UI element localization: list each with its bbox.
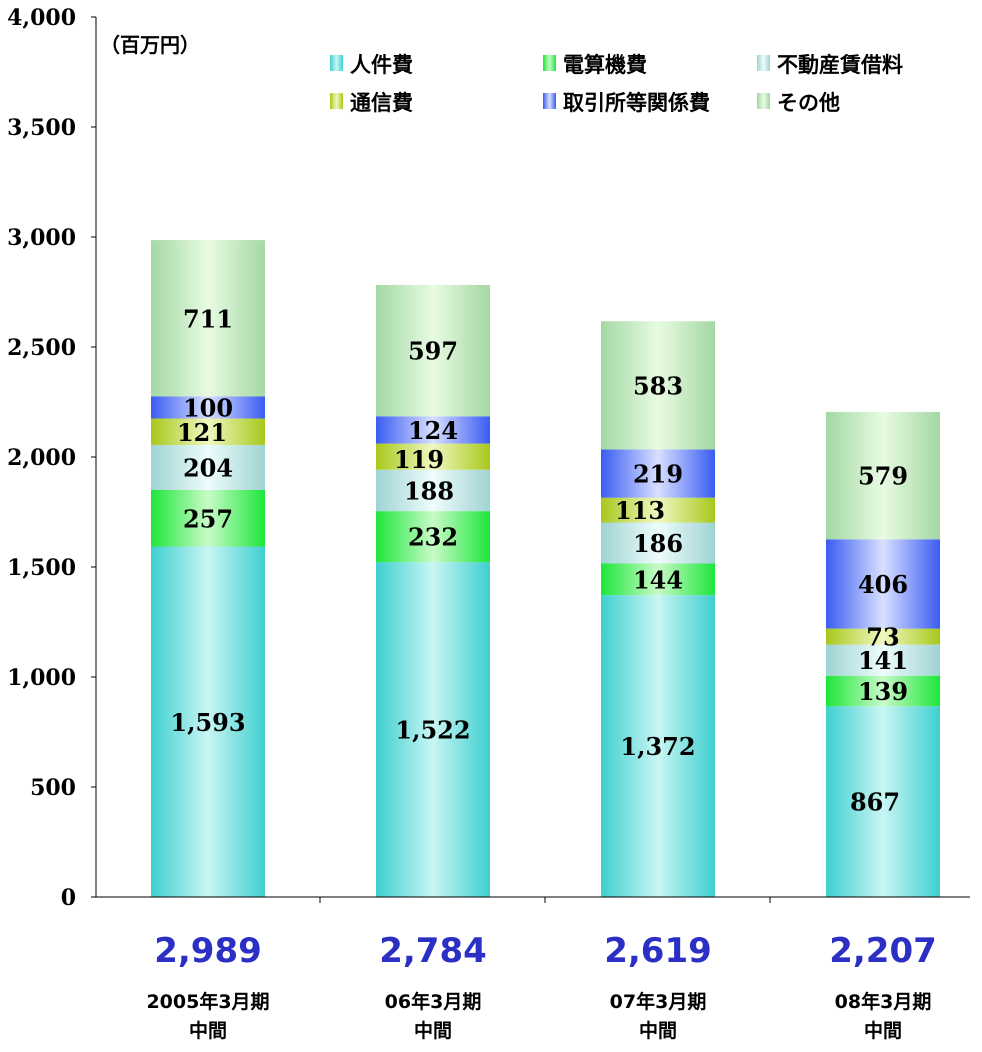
legend-swatch <box>757 55 770 71</box>
bar-segment <box>151 418 265 446</box>
bar-segment <box>826 675 940 707</box>
y-tick-label: 2,500 <box>7 335 76 361</box>
y-tick-label: 0 <box>61 885 76 911</box>
data-label: 139 <box>858 677 908 706</box>
bar-segment <box>376 469 490 512</box>
legend-swatch <box>543 55 556 71</box>
data-label: 119 <box>394 445 444 474</box>
legend-label: 通信費 <box>350 91 413 115</box>
bar-segment <box>601 321 715 450</box>
bar-segment <box>601 449 715 498</box>
bar-segment <box>151 445 265 490</box>
category-label: 中間 <box>189 1019 227 1042</box>
bars-layer <box>151 240 940 897</box>
bar-segment <box>151 396 265 419</box>
y-tick-label: 2,000 <box>7 445 76 471</box>
bar-segment <box>376 511 490 563</box>
data-label: 113 <box>615 496 665 525</box>
bar-segment <box>601 595 715 897</box>
data-label: 124 <box>408 416 458 445</box>
category-label: 中間 <box>639 1019 677 1042</box>
total-label: 2,989 <box>154 931 262 971</box>
data-label: 597 <box>408 337 458 366</box>
bar-segment <box>826 411 940 540</box>
bar-segment <box>826 539 940 629</box>
data-label: 100 <box>183 394 233 423</box>
legend-label: 人件費 <box>350 53 413 77</box>
legend-swatch <box>543 93 556 109</box>
category-label: 中間 <box>414 1019 452 1042</box>
data-label: 204 <box>183 454 233 483</box>
data-label: 257 <box>183 504 233 533</box>
data-label: 1,372 <box>620 732 695 761</box>
labels-layer: 1,5932572041211007112,9892005年3月期中間1,522… <box>146 304 936 1042</box>
y-tick-label: 1,000 <box>7 665 76 691</box>
bar-segment <box>151 240 265 397</box>
data-label: 579 <box>858 462 908 491</box>
bar-segment <box>376 416 490 444</box>
bar-segment <box>826 628 940 645</box>
bar-segment <box>826 706 940 897</box>
data-label: 232 <box>408 523 458 552</box>
y-tick-label: 500 <box>30 775 76 801</box>
bar-segment <box>601 497 715 523</box>
bar-segment <box>151 546 265 897</box>
bar-segment <box>376 443 490 470</box>
data-label: 1,522 <box>395 716 470 745</box>
data-label: 144 <box>633 565 683 594</box>
data-label: 583 <box>633 371 683 400</box>
data-label: 121 <box>177 418 227 447</box>
legend-swatch <box>330 55 343 71</box>
category-label: 07年3月期 <box>610 990 707 1013</box>
data-label: 188 <box>404 476 454 505</box>
total-label: 2,207 <box>829 931 937 971</box>
data-label: 711 <box>183 304 233 333</box>
category-label: 08年3月期 <box>835 990 932 1013</box>
legend-swatch <box>757 93 770 109</box>
legend-label: 電算機費 <box>563 53 647 77</box>
total-label: 2,784 <box>379 931 487 971</box>
category-label: 2005年3月期 <box>146 990 269 1013</box>
bar-segment <box>601 563 715 596</box>
data-label: 867 <box>850 788 900 817</box>
y-tick-label: 3,000 <box>7 225 76 251</box>
y-tick-label: 1,500 <box>7 555 76 581</box>
y-tick-label: 4,000 <box>7 5 76 31</box>
legend-label: その他 <box>777 91 840 115</box>
bar-segment <box>376 284 490 417</box>
bar-segment <box>826 644 940 676</box>
data-label: 141 <box>858 646 908 675</box>
bar-segment <box>601 522 715 564</box>
legend-label: 不動産賃借料 <box>777 53 903 77</box>
data-label: 186 <box>633 529 683 558</box>
data-label: 406 <box>858 570 908 599</box>
y-tick-label: 3,500 <box>7 115 76 141</box>
unit-label: （百万円） <box>100 33 200 57</box>
data-label: 73 <box>866 623 899 652</box>
category-label: 中間 <box>864 1019 902 1042</box>
bar-segment <box>151 490 265 547</box>
data-label: 219 <box>633 460 683 489</box>
total-label: 2,619 <box>604 931 712 971</box>
bar-segment <box>376 562 490 897</box>
legend-label: 取引所等関係費 <box>563 91 710 115</box>
axis-layer: 0 500 1,000 1,500 2,000 2,500 3,000 3,500 4,000 <box>7 5 970 911</box>
legend-swatch <box>330 93 343 109</box>
category-label: 06年3月期 <box>385 990 482 1013</box>
data-label: 1,593 <box>170 708 245 737</box>
